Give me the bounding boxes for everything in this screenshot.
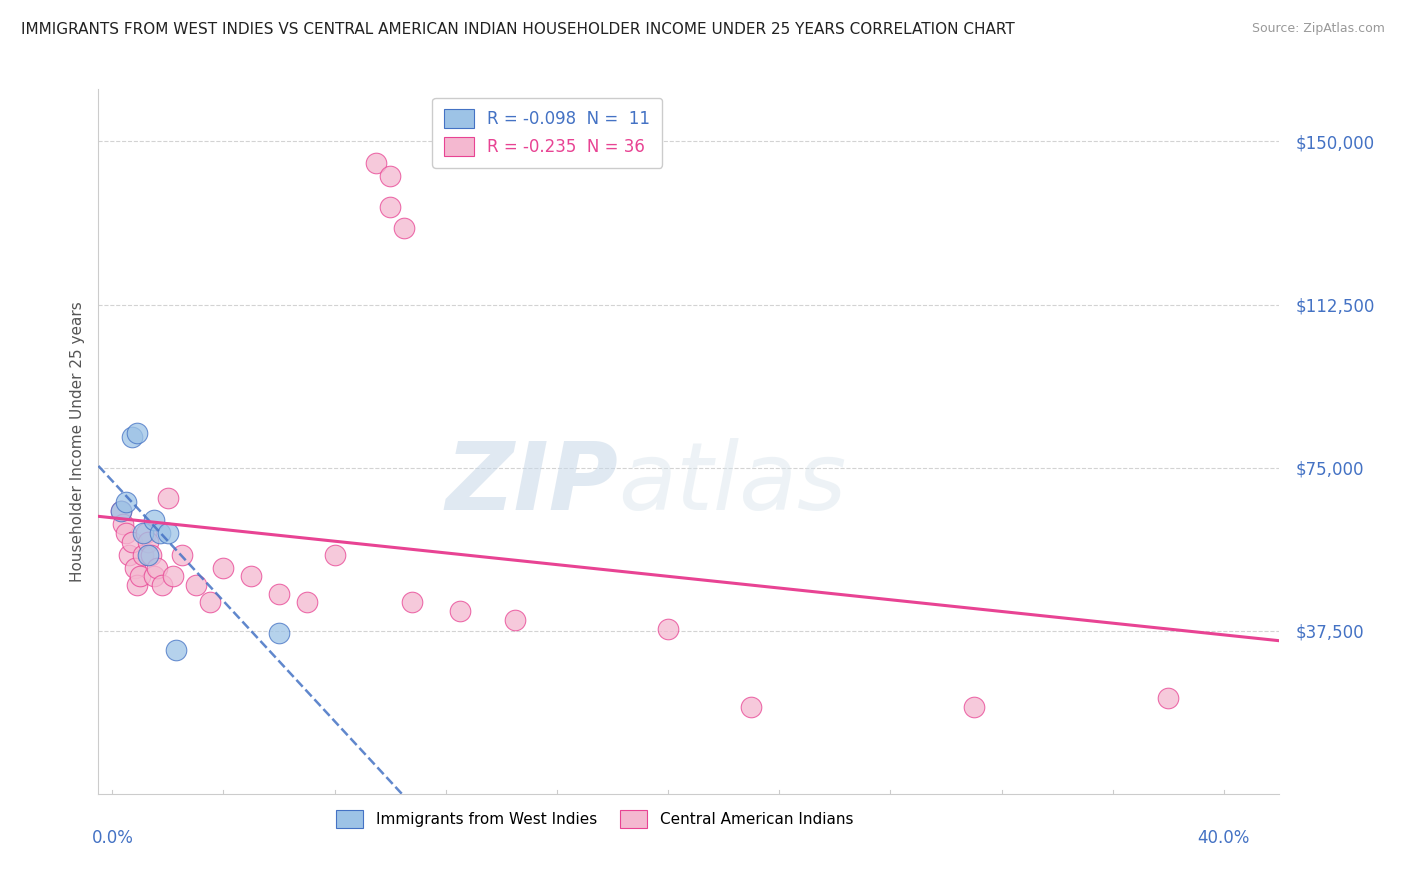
Point (143, 513, 166, 527)
Point (132, 548, 155, 562)
Point (184, 578, 207, 592)
Text: 40.0%: 40.0% (1198, 830, 1250, 847)
Point (135, 525, 157, 540)
Point (110, 504, 132, 518)
Point (401, 595, 423, 609)
Point (380, 200, 402, 214)
Point (503, 613, 526, 627)
Point (138, 534, 160, 549)
Point (1157, 691, 1180, 706)
Point (740, 699, 762, 714)
Point (295, 595, 318, 609)
Point (240, 569, 263, 583)
Point (156, 525, 179, 540)
Point (657, 622, 679, 636)
Point (129, 569, 152, 583)
Point (963, 699, 986, 714)
Point (112, 517, 135, 532)
Text: ZIP: ZIP (446, 438, 619, 530)
Point (380, 169, 402, 184)
Point (165, 643, 187, 657)
Point (198, 595, 221, 609)
Point (150, 578, 173, 592)
Point (323, 548, 346, 562)
Point (366, 156, 388, 170)
Text: Source: ZipAtlas.com: Source: ZipAtlas.com (1251, 22, 1385, 36)
Point (138, 548, 160, 562)
Point (146, 560, 169, 574)
Point (449, 604, 471, 618)
Point (267, 587, 290, 601)
Point (115, 495, 138, 509)
Point (162, 569, 184, 583)
Point (156, 491, 179, 505)
Point (392, 221, 415, 235)
Legend: Immigrants from West Indies, Central American Indians: Immigrants from West Indies, Central Ame… (328, 803, 860, 836)
Point (115, 525, 138, 540)
Point (148, 525, 170, 540)
Point (121, 534, 143, 549)
Point (124, 560, 146, 574)
Text: atlas: atlas (619, 438, 846, 529)
Y-axis label: Householder Income Under 25 years: Householder Income Under 25 years (69, 301, 84, 582)
Point (212, 560, 235, 574)
Point (267, 626, 290, 640)
Point (170, 548, 193, 562)
Point (127, 425, 149, 440)
Point (127, 578, 149, 592)
Point (110, 504, 132, 518)
Point (141, 548, 163, 562)
Text: 0.0%: 0.0% (91, 830, 134, 847)
Point (132, 525, 155, 540)
Point (118, 548, 141, 562)
Point (121, 430, 143, 444)
Point (143, 569, 166, 583)
Text: IMMIGRANTS FROM WEST INDIES VS CENTRAL AMERICAN INDIAN HOUSEHOLDER INCOME UNDER : IMMIGRANTS FROM WEST INDIES VS CENTRAL A… (21, 22, 1015, 37)
